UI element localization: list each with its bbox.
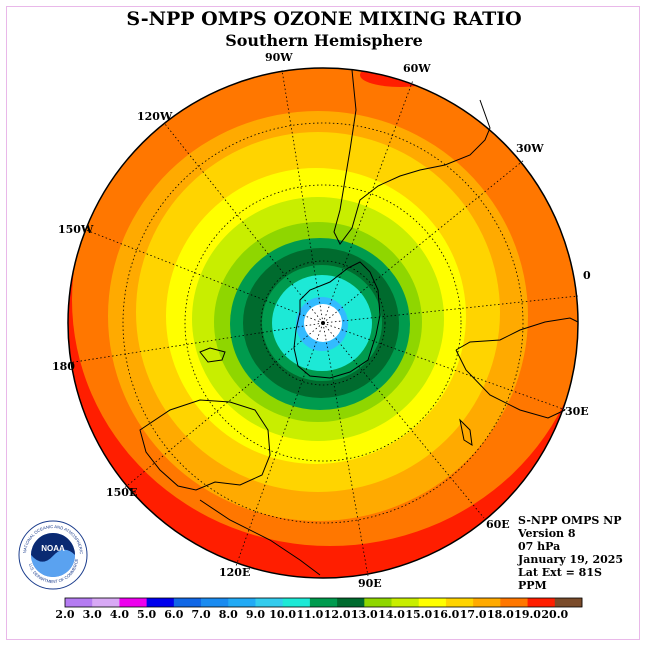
lon-label-60w: 60W (403, 62, 431, 75)
lon-label-120e: 120E (219, 566, 250, 579)
image-frame (6, 6, 640, 640)
lon-label-90w: 90W (265, 51, 293, 64)
colorbar-tick-label: 13.0 (351, 608, 378, 621)
colorbar-swatch (201, 598, 229, 607)
coastlines (139, 69, 579, 576)
colorbar-swatch (500, 598, 528, 607)
colorbar-tick-label: 16.0 (433, 608, 460, 621)
colorbar-tick-label: 10.0 (269, 608, 296, 621)
colorbar-swatch (92, 598, 120, 607)
lon-label-60e: 60E (486, 518, 510, 531)
latitude-circles (122, 122, 524, 524)
map-title: S-NPP OMPS OZONE MIXING RATIO (126, 8, 522, 30)
colorbar-swatch (445, 598, 474, 607)
colorbar-labels: 2.0 3.0 4.0 5.0 6.0 7.0 8.0 9.0 10.0 11.0 12.0 13.0… (55, 608, 568, 621)
colorbar-swatch (119, 598, 148, 607)
lon-label-0: 0 (583, 269, 591, 282)
colorbar-tick-label: 20.0 (541, 608, 568, 621)
info-version: Version 8 (518, 527, 576, 540)
lon-label-150e: 150E (106, 486, 137, 499)
info-level: 07 hPa (518, 540, 561, 553)
lon-label-150w: 150W (58, 223, 94, 236)
colorbar-swatch (255, 598, 284, 607)
colorbar-swatch (364, 598, 392, 607)
colorbar-swatch (309, 598, 338, 607)
colorbar-swatch (527, 598, 556, 607)
logo-text: NOAA (41, 544, 65, 553)
colorbar-swatch (391, 598, 420, 607)
colorbar-swatch (228, 598, 256, 607)
colorbar-swatches (64, 597, 583, 608)
colorbar-swatch (554, 598, 583, 607)
colorbar-tick-label: 6.0 (164, 608, 183, 621)
info-instrument: S-NPP OMPS NP (518, 514, 622, 527)
meridians (67, 69, 579, 577)
colorbar-outline (64, 597, 583, 608)
info-date: January 19, 2025 (518, 553, 624, 566)
colorbar-tick-label: 8.0 (219, 608, 238, 621)
colorbar-tick-label: 12.0 (324, 608, 351, 621)
info-lat-ext: Lat Ext = 81S (518, 566, 602, 579)
colorbar-tick-label: 15.0 (405, 608, 432, 621)
colorbar-tick-label: 5.0 (137, 608, 156, 621)
colorbar-tick-label: 14.0 (378, 608, 405, 621)
colorbar-swatch (418, 598, 447, 607)
lon-label-180: 180 (52, 360, 75, 373)
colorbar-swatch (65, 598, 93, 607)
map-subtitle: Southern Hemisphere (225, 31, 423, 50)
lon-label-90e: 90E (358, 577, 382, 590)
colorbar-swatch (282, 598, 311, 607)
colorbar-tick-label: 4.0 (110, 608, 129, 621)
colorbar-tick-label: 11.0 (296, 608, 323, 621)
lon-label-120w: 120W (137, 110, 173, 123)
lon-label-30w: 30W (516, 142, 544, 155)
lon-label-30e: 30E (565, 405, 589, 418)
info-units: PPM (518, 579, 547, 592)
map-border (67, 67, 579, 579)
colorbar-swatch (473, 598, 501, 607)
info-block: S-NPP OMPS NP Version 8 07 hPa January 1… (518, 514, 623, 592)
colorbar-tick-label: 9.0 (246, 608, 265, 621)
colorbar-tick-label: 7.0 (191, 608, 210, 621)
colorbar-tick-label: 2.0 (55, 608, 74, 621)
noaa-logo-icon: NATIONAL OCEANIC AND ATMOSPHERIC ADMINIS… (18, 520, 88, 590)
colorbar-swatch (146, 598, 175, 607)
colorbar-swatch (173, 598, 202, 607)
colorbar-tick-label: 18.0 (487, 608, 514, 621)
south-pole-marker (321, 321, 325, 325)
colorbar-tick-label: 19.0 (514, 608, 541, 621)
colorbar-tick-label: 3.0 (83, 608, 102, 621)
colorbar-tick-label: 17.0 (460, 608, 487, 621)
colorbar-swatch (337, 598, 365, 607)
